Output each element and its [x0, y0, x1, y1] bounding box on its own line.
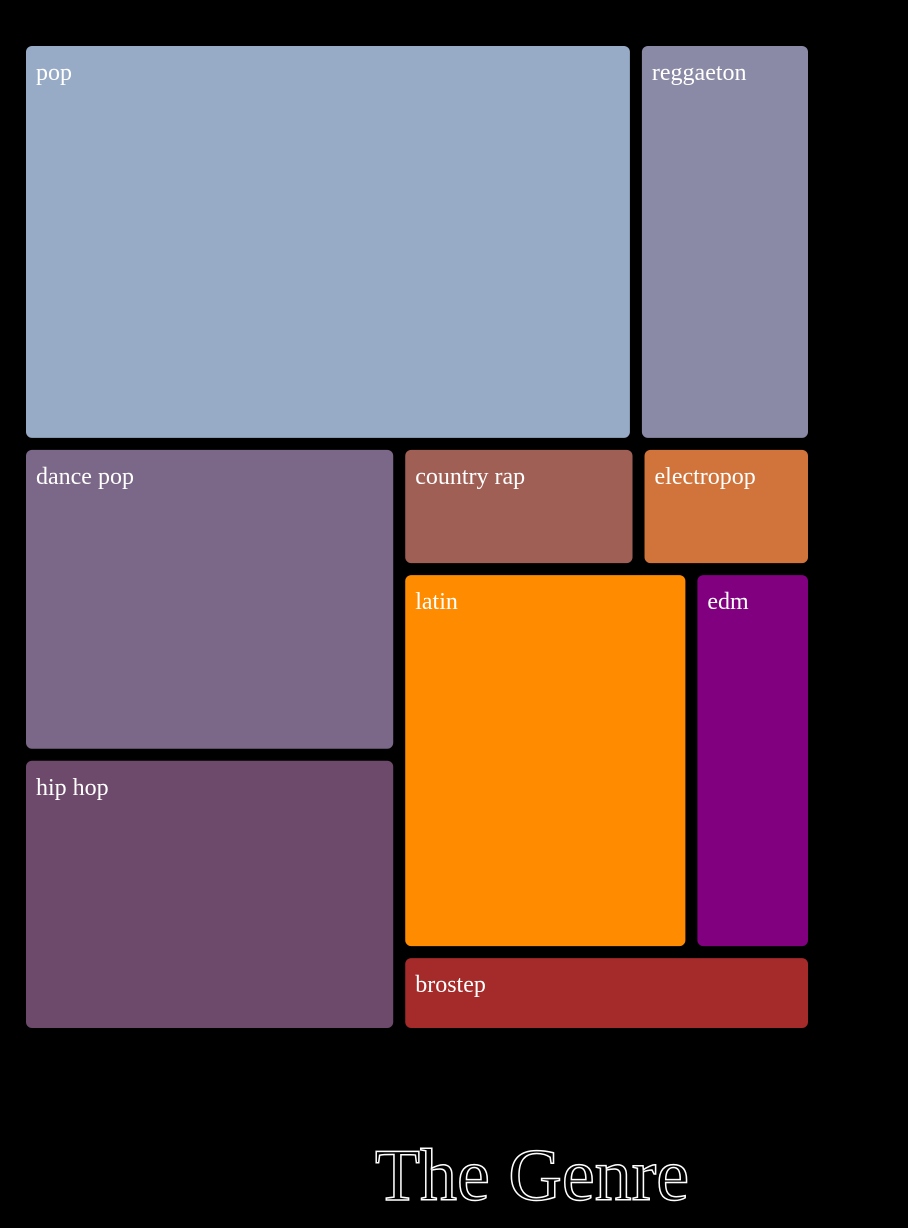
cell-label: brostep: [415, 972, 486, 998]
treemap-cell: [405, 575, 686, 947]
cell-label: country rap: [415, 464, 525, 490]
treemap-cell: [644, 449, 808, 564]
treemap-cell: [405, 958, 808, 1028]
treemap-cell: [405, 449, 633, 564]
cell-label: latin: [415, 589, 458, 615]
treemap-cell: [26, 449, 394, 749]
cell-label: dance pop: [36, 464, 134, 490]
chart-title: The Genre: [375, 1135, 689, 1217]
treemap-cell: [641, 46, 808, 438]
treemap-cell: [26, 760, 394, 1028]
cell-label: pop: [36, 60, 72, 86]
cell-label: reggaeton: [652, 60, 747, 86]
cell-label: hip hop: [36, 775, 109, 801]
treemap-cell: [697, 575, 808, 947]
cell-label: edm: [707, 589, 749, 615]
cell-label: electropop: [655, 464, 756, 490]
treemap-cell: [26, 46, 630, 438]
